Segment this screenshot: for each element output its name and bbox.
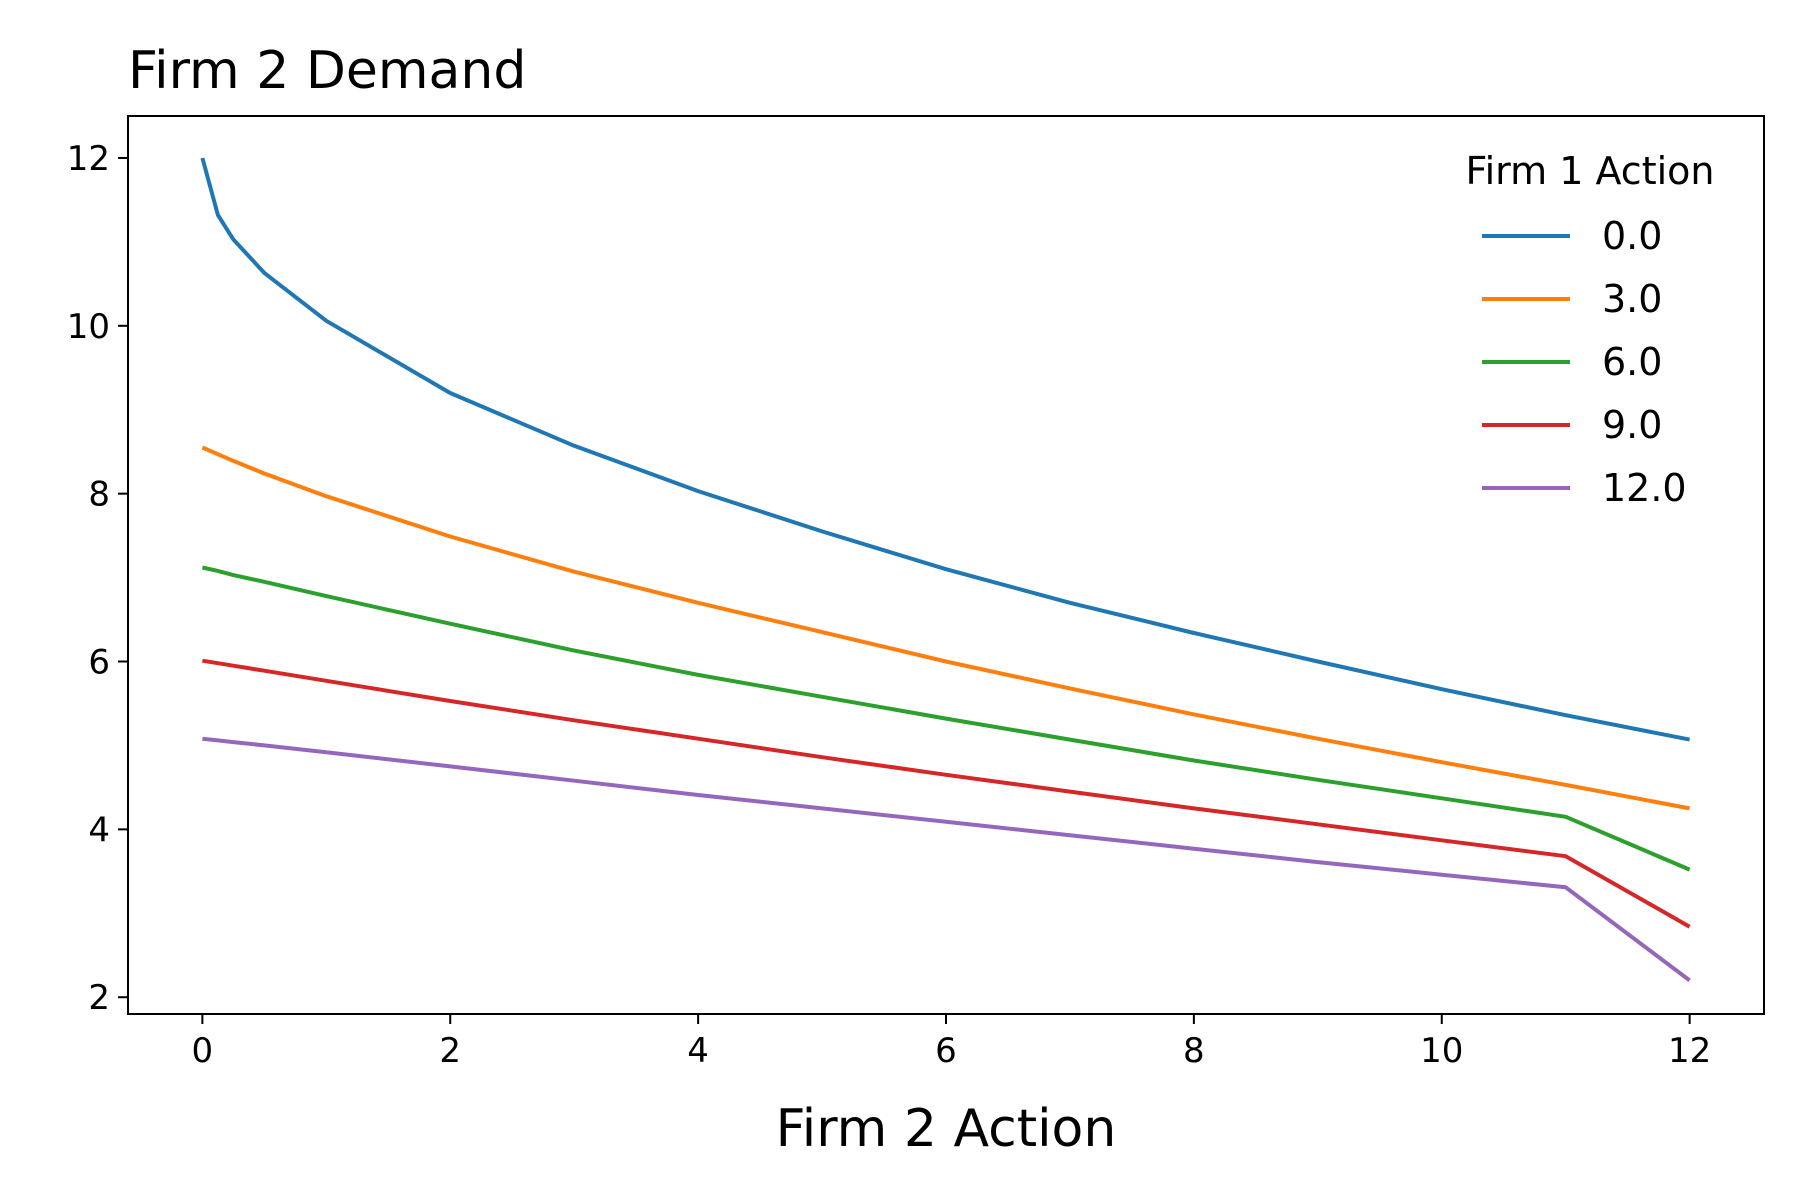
legend-label-2: 6.0 [1602, 340, 1662, 384]
x-tick-label: 6 [935, 1031, 957, 1071]
y-axis: 2 4 6 8 10 12 [67, 139, 128, 1018]
series-line-4 [202, 736, 1691, 982]
x-tick-label: 4 [687, 1031, 709, 1071]
y-tick-label: 2 [88, 978, 110, 1018]
y-tick-label: 6 [88, 643, 110, 683]
series-line-3 [202, 658, 1691, 929]
x-tick-label: 8 [1183, 1031, 1205, 1071]
series-lines [200, 157, 1691, 982]
x-tick-label: 2 [439, 1031, 461, 1071]
x-axis-label: Firm 2 Action [776, 1099, 1117, 1159]
legend-label-1: 3.0 [1602, 277, 1662, 321]
x-tick-label: 10 [1420, 1031, 1463, 1071]
series-line-0 [200, 157, 1690, 742]
legend-label-0: 0.0 [1602, 214, 1662, 258]
x-tick-label: 0 [192, 1031, 214, 1071]
chart-title: Firm 2 Demand [128, 41, 526, 101]
y-tick-label: 8 [88, 475, 110, 515]
legend-label-4: 12.0 [1602, 466, 1687, 510]
plot-frame [127, 115, 1765, 1015]
y-tick-label: 12 [67, 139, 110, 179]
x-axis: 0 2 4 6 8 10 12 [192, 1014, 1711, 1071]
legend-title: Firm 1 Action [1466, 149, 1715, 193]
legend-label-3: 9.0 [1602, 403, 1662, 447]
y-tick-label: 10 [67, 307, 110, 347]
series-line-2 [201, 565, 1691, 872]
series-line-1 [201, 445, 1690, 811]
y-tick-label: 4 [88, 810, 110, 850]
x-tick-label: 12 [1668, 1031, 1711, 1071]
legend: Firm 1 Action 0.0 3.0 6.0 9.0 12.0 [1466, 149, 1715, 510]
